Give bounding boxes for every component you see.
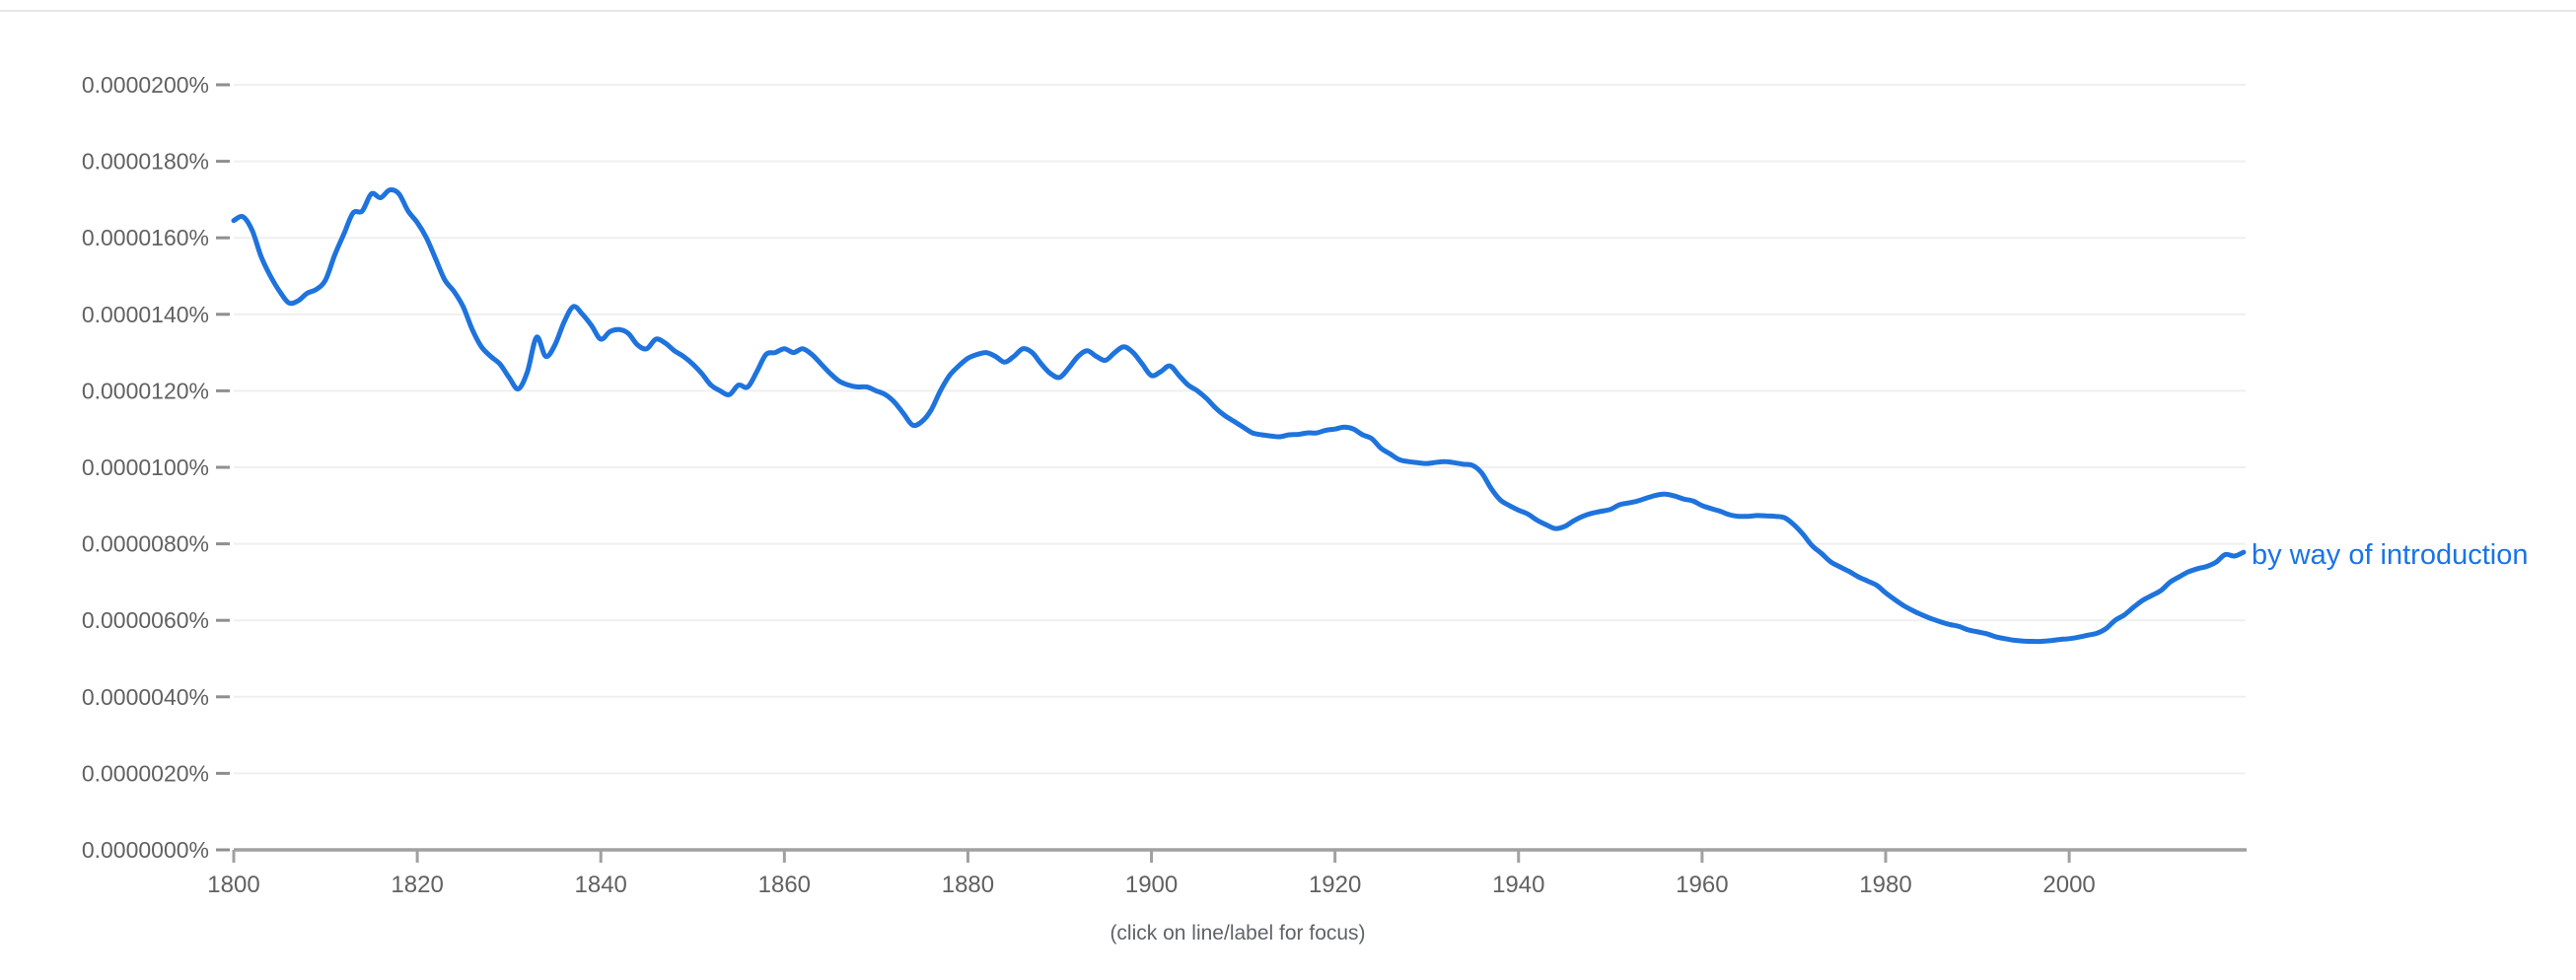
x-axis-tick-label: 1880 bbox=[942, 872, 994, 898]
series-line-by-way-of-introduction[interactable] bbox=[231, 187, 2247, 645]
x-axis-tick-label: 1860 bbox=[758, 872, 811, 898]
series-end-label[interactable]: by way of introduction bbox=[2252, 539, 2528, 571]
x-axis-tick-label: 1820 bbox=[391, 872, 443, 898]
x-axis-tick-label: 1840 bbox=[575, 872, 627, 898]
x-axis-tick-label: 1980 bbox=[1859, 872, 1911, 898]
y-axis-tick-label: 0.0000160% bbox=[82, 225, 209, 250]
y-axis-tick-label: 0.0000060% bbox=[82, 607, 209, 633]
gridlines bbox=[234, 84, 2246, 775]
y-axis-tick-label: 0.0000100% bbox=[82, 455, 209, 480]
y-axis-tick-label: 0.0000120% bbox=[82, 378, 209, 403]
y-axis-tick-label: 0.0000040% bbox=[82, 684, 209, 710]
x-axis-tick-label: 1940 bbox=[1492, 872, 1544, 898]
x-axis-tick-label: 1800 bbox=[207, 872, 259, 898]
x-axis: 1800 1820 1840 1860 1880 1900 1920 1940 1960 1980… bbox=[207, 848, 2247, 898]
x-axis-tick-label: 2000 bbox=[2042, 872, 2095, 898]
y-axis-tick-label: 0.0000140% bbox=[82, 302, 209, 327]
y-axis-tick-label: 0.0000200% bbox=[82, 72, 209, 98]
footer-hint: (click on line/label for focus) bbox=[1109, 922, 1365, 945]
x-axis-tick-label: 1920 bbox=[1309, 872, 1361, 898]
y-axis: 0.0000200% 0.0000180% 0.0000160% 0.0000140%… bbox=[82, 72, 230, 863]
x-axis-tick-label: 1960 bbox=[1676, 872, 1728, 898]
y-axis-tick-label: 0.0000000% bbox=[82, 837, 209, 863]
y-axis-tick-label: 0.0000020% bbox=[82, 760, 209, 786]
x-axis-tick-label: 1900 bbox=[1125, 872, 1178, 898]
y-axis-tick-label: 0.0000180% bbox=[82, 149, 209, 175]
y-axis-tick-label: 0.0000080% bbox=[82, 531, 209, 557]
